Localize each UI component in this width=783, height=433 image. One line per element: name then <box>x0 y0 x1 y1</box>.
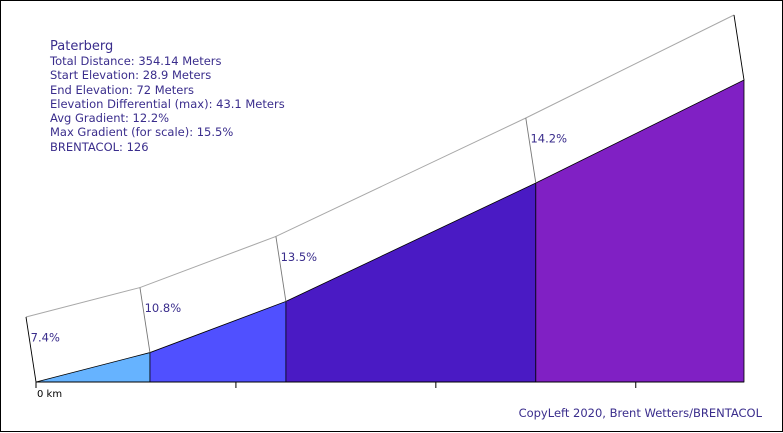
segment-gradient-label: 14.2% <box>530 132 567 146</box>
climb-info-panel: Paterberg Total Distance: 354.14 Meters … <box>50 39 285 154</box>
brentacol-score: BRENTACOL: 126 <box>50 139 149 154</box>
segment-divider <box>525 117 537 184</box>
segment-divider <box>275 236 287 302</box>
segment-divider <box>139 287 151 353</box>
total-distance: Total Distance: 354.14 Meters <box>50 54 222 68</box>
elevation-differential: Elevation Differential (max): 43.1 Meter… <box>50 96 285 111</box>
gradient-segment <box>535 79 745 383</box>
segment-divider <box>733 14 745 81</box>
segment-gradient-label: 10.8% <box>145 301 182 315</box>
start-elevation: Start Elevation: 28.9 Meters <box>50 68 212 83</box>
end-elevation: End Elevation: 72 Meters <box>50 82 195 97</box>
x-axis-tick-label: 0 km <box>37 389 62 400</box>
segment-divider <box>25 316 37 383</box>
climb-title: Paterberg <box>50 39 114 54</box>
gradient-segment <box>35 352 151 383</box>
avg-gradient: Avg Gradient: 12.2% <box>50 111 170 126</box>
copyleft-notice: CopyLeft 2020, Brent Wetters/BRENTACOL <box>518 406 762 420</box>
gradient-segment <box>285 182 537 383</box>
segment-gradient-label: 13.5% <box>281 250 318 264</box>
max-gradient: Max Gradient (for scale): 15.5% <box>50 125 234 140</box>
segment-gradient-label: 7.4% <box>31 331 60 345</box>
